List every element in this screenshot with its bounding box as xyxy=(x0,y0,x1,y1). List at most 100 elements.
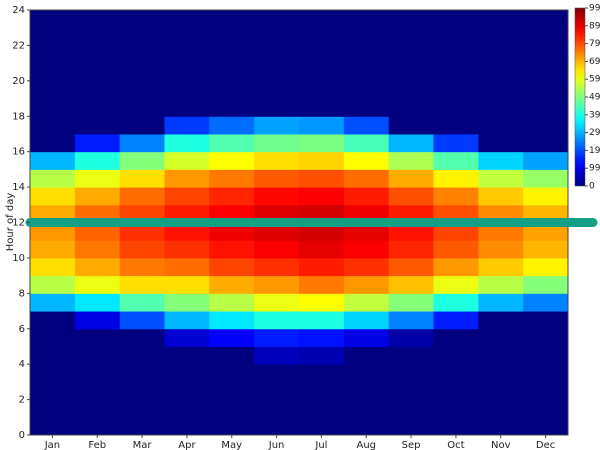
heat-cell xyxy=(523,187,569,206)
x-tick-label: Jun xyxy=(268,440,285,450)
heat-cell xyxy=(209,169,255,188)
y-tick-label: 8 xyxy=(19,288,25,299)
heat-cell xyxy=(254,80,300,100)
heat-cell xyxy=(343,311,390,330)
heat-cell xyxy=(164,417,210,436)
heat-cell xyxy=(343,293,390,312)
heat-cell xyxy=(343,45,390,64)
heat-cell xyxy=(478,381,524,401)
y-tick-label: 20 xyxy=(12,76,25,87)
heat-cell xyxy=(30,381,76,401)
heat-cell xyxy=(299,364,345,383)
heat-cell xyxy=(209,98,255,117)
heat-cell xyxy=(299,399,345,418)
heat-cell xyxy=(478,311,524,330)
heat-cell xyxy=(299,328,345,347)
colorbar-tick-label: 99 xyxy=(589,164,600,174)
heat-cell xyxy=(254,63,300,82)
heat-cell xyxy=(119,328,165,347)
heat-cell xyxy=(30,257,76,277)
heat-cell xyxy=(30,275,76,294)
heat-cell xyxy=(119,275,165,294)
x-tick-label: Aug xyxy=(356,440,376,450)
heat-cell xyxy=(388,10,434,29)
heat-cell xyxy=(299,293,345,312)
heat-cell xyxy=(523,381,569,401)
heat-cell xyxy=(299,116,345,135)
heat-cell xyxy=(523,257,569,277)
heat-cell xyxy=(523,311,569,330)
heat-cell xyxy=(209,399,255,418)
y-tick-label: 24 xyxy=(12,5,25,16)
heat-cell xyxy=(388,293,434,312)
heat-cell xyxy=(209,45,255,64)
heat-cell xyxy=(433,240,479,259)
colorbar-tick-label: 495 xyxy=(589,93,600,103)
heat-cell xyxy=(209,275,255,294)
heat-cell xyxy=(30,169,76,188)
heat-cell xyxy=(30,364,76,383)
heat-cell xyxy=(74,275,121,294)
heat-cell xyxy=(478,169,524,188)
heat-cell xyxy=(254,381,300,401)
heat-cell xyxy=(30,240,76,259)
heat-cell xyxy=(119,27,165,46)
heat-cell xyxy=(388,381,434,401)
heat-cell xyxy=(343,187,390,206)
heat-cell xyxy=(254,257,300,277)
heat-cell xyxy=(30,399,76,418)
heat-cell xyxy=(343,399,390,418)
heat-cell xyxy=(209,311,255,330)
heat-cell xyxy=(388,116,434,135)
heat-cell xyxy=(478,346,524,365)
heat-cell xyxy=(388,187,434,206)
heat-cell xyxy=(433,346,479,365)
heat-cell xyxy=(388,98,434,117)
heat-cell xyxy=(343,63,390,82)
heat-cell xyxy=(119,417,165,436)
heat-cell xyxy=(254,346,300,365)
heat-cell xyxy=(343,364,390,383)
heat-cell xyxy=(209,364,255,383)
heat-cell xyxy=(343,27,390,46)
heat-cell xyxy=(119,169,165,188)
heat-cell xyxy=(478,80,524,100)
x-tick-label: Oct xyxy=(447,440,464,450)
heat-cell xyxy=(254,311,300,330)
heat-cell xyxy=(254,240,300,259)
heat-cell xyxy=(74,240,121,259)
heat-cell xyxy=(209,151,255,170)
heat-cell xyxy=(433,399,479,418)
heat-cell xyxy=(478,45,524,64)
heat-cell xyxy=(30,417,76,436)
heat-cell xyxy=(119,240,165,259)
y-tick-label: 18 xyxy=(12,111,25,122)
heat-cell xyxy=(299,381,345,401)
heat-cell xyxy=(209,10,255,29)
heat-cell xyxy=(164,381,210,401)
heat-cell xyxy=(119,10,165,29)
heat-cell xyxy=(433,169,479,188)
heat-cell xyxy=(343,133,390,153)
y-axis-label: Hour of day xyxy=(5,193,16,252)
heat-cell xyxy=(164,328,210,347)
heat-cell xyxy=(478,10,524,29)
colorbar xyxy=(574,7,586,187)
heat-cell xyxy=(74,311,121,330)
heat-cell xyxy=(209,80,255,100)
heat-cell xyxy=(343,80,390,100)
heat-cell xyxy=(523,133,569,153)
heat-cell xyxy=(30,27,76,46)
heat-cell xyxy=(164,27,210,46)
heat-cell xyxy=(478,364,524,383)
heat-cell xyxy=(299,187,345,206)
heat-cell xyxy=(119,80,165,100)
heat-cell xyxy=(74,417,121,436)
heat-cell xyxy=(388,346,434,365)
x-tick-label: Jul xyxy=(314,440,327,450)
heat-cell xyxy=(388,240,434,259)
heat-cell xyxy=(30,222,76,241)
heat-cell xyxy=(523,364,569,383)
heat-cell xyxy=(119,222,165,241)
heat-cell xyxy=(478,187,524,206)
